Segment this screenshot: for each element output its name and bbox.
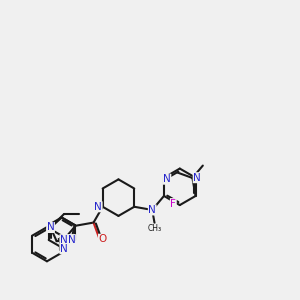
Text: N: N	[60, 235, 68, 245]
Text: N: N	[94, 202, 102, 212]
Text: N: N	[148, 205, 156, 215]
Text: O: O	[98, 234, 107, 244]
Text: F: F	[170, 199, 176, 208]
Text: N: N	[47, 223, 54, 232]
Text: N: N	[163, 174, 171, 184]
Text: N: N	[193, 173, 201, 183]
Text: CH₃: CH₃	[148, 224, 162, 233]
Text: N: N	[60, 244, 68, 254]
Text: N: N	[68, 235, 75, 244]
